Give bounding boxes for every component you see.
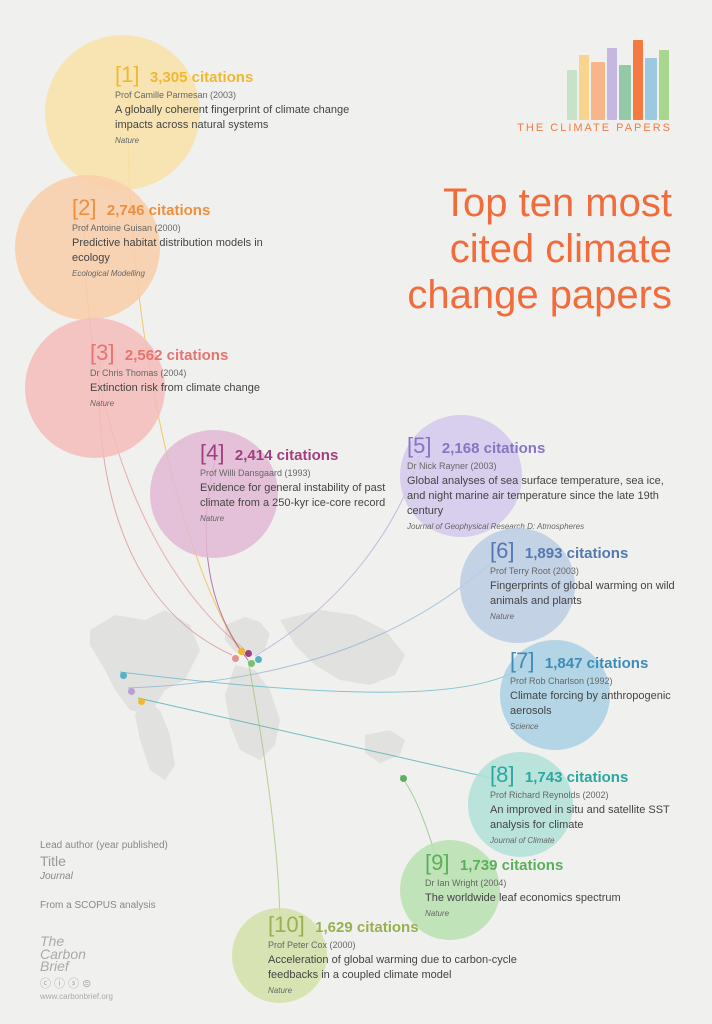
paper-rank: [5] xyxy=(407,433,431,459)
paper-citations: 1,629 citations xyxy=(315,919,418,936)
map-dot xyxy=(232,655,239,662)
paper-title: The worldwide leaf economics spectrum xyxy=(425,891,645,906)
paper-entry: [4] 2,414 citations Prof Willi Dansgaard… xyxy=(200,440,400,523)
paper-entry: [5] 2,168 citations Dr Nick Rayner (2003… xyxy=(407,433,697,531)
paper-citations: 1,847 citations xyxy=(545,655,648,672)
paper-citations: 2,414 citations xyxy=(235,447,338,464)
paper-rank: [10] xyxy=(268,912,305,938)
paper-journal: Ecological Modelling xyxy=(72,269,302,278)
paper-rank: [3] xyxy=(90,340,114,366)
paper-entry: [2] 2,746 citations Prof Antoine Guisan … xyxy=(72,195,302,278)
paper-citations: 2,562 citations xyxy=(125,347,228,364)
paper-entry: [8] 1,743 citations Prof Richard Reynold… xyxy=(490,762,700,845)
scopus-note: From a SCOPUS analysis xyxy=(40,900,156,911)
paper-entry: [10] 1,629 citations Prof Peter Cox (200… xyxy=(268,912,518,995)
paper-author: Dr Chris Thomas (2004) xyxy=(90,368,320,378)
paper-entry: [1] 3,305 citations Prof Camille Parmesa… xyxy=(115,62,355,145)
paper-author: Prof Rob Charlson (1992) xyxy=(510,676,700,686)
paper-entry: [6] 1,893 citations Prof Terry Root (200… xyxy=(490,538,690,621)
paper-journal: Nature xyxy=(90,399,320,408)
legend-author: Lead author (year published) xyxy=(40,840,168,851)
carbon-brief-logo: The Carbon Brief xyxy=(40,935,86,973)
map-dot xyxy=(400,775,407,782)
legend-block: Lead author (year published) Title Journ… xyxy=(40,840,168,882)
paper-rank: [9] xyxy=(425,850,449,876)
map-dot xyxy=(238,648,245,655)
paper-entry: [9] 1,739 citations Dr Ian Wright (2004)… xyxy=(425,850,645,918)
paper-author: Prof Peter Cox (2000) xyxy=(268,940,518,950)
paper-citations: 2,746 citations xyxy=(107,202,210,219)
map-dot xyxy=(138,698,145,705)
paper-journal: Journal of Geophysical Research D: Atmos… xyxy=(407,522,697,531)
paper-journal: Journal of Climate xyxy=(490,836,700,845)
paper-entry: [3] 2,562 citations Dr Chris Thomas (200… xyxy=(90,340,320,408)
paper-author: Dr Nick Rayner (2003) xyxy=(407,461,697,471)
paper-author: Prof Richard Reynolds (2002) xyxy=(490,790,700,800)
paper-rank: [4] xyxy=(200,440,224,466)
logo-books-icon xyxy=(567,35,672,120)
paper-rank: [8] xyxy=(490,762,514,788)
paper-rank: [6] xyxy=(490,538,514,564)
paper-rank: [2] xyxy=(72,195,96,221)
map-dot xyxy=(248,660,255,667)
paper-journal: Nature xyxy=(115,136,355,145)
paper-author: Prof Camille Parmesan (2003) xyxy=(115,90,355,100)
paper-title: Extinction risk from climate change xyxy=(90,381,320,396)
paper-title: Global analyses of sea surface temperatu… xyxy=(407,474,667,519)
map-dot xyxy=(255,656,262,663)
world-map xyxy=(70,590,430,790)
page-title: Top ten most cited climate change papers xyxy=(372,180,672,318)
paper-rank: [7] xyxy=(510,648,534,674)
url-text: www.carbonbrief.org xyxy=(40,992,113,1001)
paper-journal: Nature xyxy=(490,612,690,621)
legend-title: Title xyxy=(40,853,168,869)
logo-text: THE CLIMATE PAPERS xyxy=(517,122,672,134)
map-dot xyxy=(245,650,252,657)
paper-author: Prof Willi Dansgaard (1993) xyxy=(200,468,400,478)
paper-title: Fingerprints of global warming on wild a… xyxy=(490,579,690,609)
paper-citations: 1,743 citations xyxy=(525,769,628,786)
paper-citations: 1,893 citations xyxy=(525,545,628,562)
paper-citations: 1,739 citations xyxy=(460,857,563,874)
cc-icons: ⓒ ⓘ ⓢ ⊜ xyxy=(40,975,91,991)
paper-title: Climate forcing by anthropogenic aerosol… xyxy=(510,689,700,719)
paper-author: Dr Ian Wright (2004) xyxy=(425,878,645,888)
paper-journal: Nature xyxy=(268,986,518,995)
map-dot xyxy=(128,688,135,695)
paper-rank: [1] xyxy=(115,62,139,88)
paper-title: Acceleration of global warming due to ca… xyxy=(268,953,518,983)
paper-journal: Science xyxy=(510,722,700,731)
paper-citations: 2,168 citations xyxy=(442,440,545,457)
paper-author: Prof Terry Root (2003) xyxy=(490,566,690,576)
paper-author: Prof Antoine Guisan (2000) xyxy=(72,223,302,233)
paper-entry: [7] 1,847 citations Prof Rob Charlson (1… xyxy=(510,648,700,731)
legend-journal: Journal xyxy=(40,871,168,882)
paper-title: A globally coherent fingerprint of clima… xyxy=(115,103,355,133)
paper-title: Predictive habitat distribution models i… xyxy=(72,236,302,266)
paper-citations: 3,305 citations xyxy=(150,69,253,86)
map-dot xyxy=(120,672,127,679)
paper-title: An improved in situ and satellite SST an… xyxy=(490,803,700,833)
paper-title: Evidence for general instability of past… xyxy=(200,481,400,511)
paper-journal: Nature xyxy=(200,514,400,523)
